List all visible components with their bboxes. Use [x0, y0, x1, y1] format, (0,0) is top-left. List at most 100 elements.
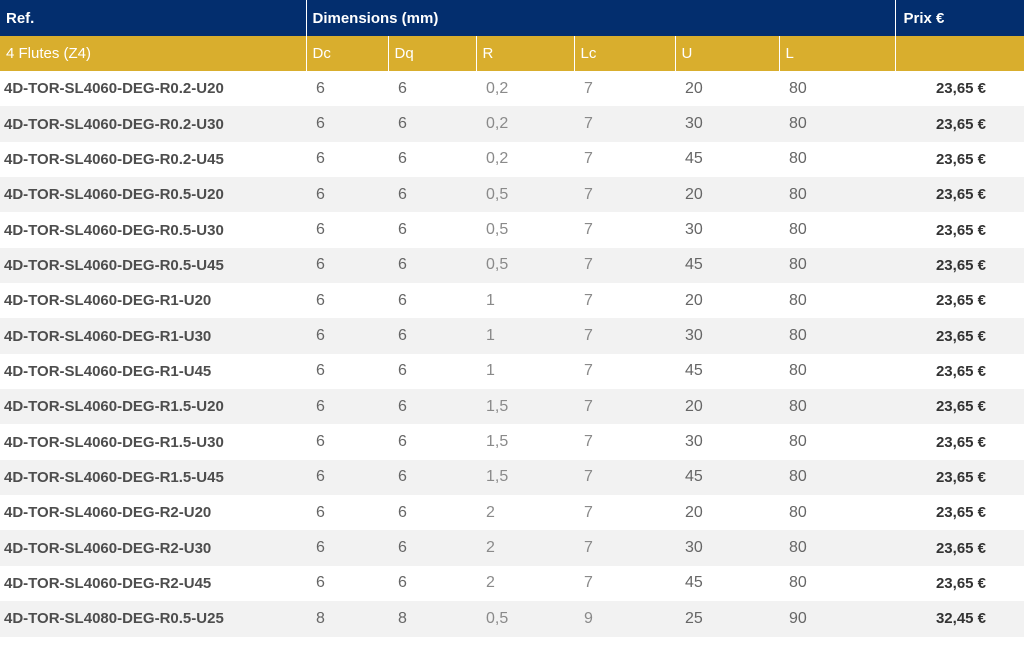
dc-value: 6 — [306, 495, 388, 531]
column-header-l: L — [778, 36, 896, 71]
dq-value: 6 — [388, 565, 476, 602]
u-value: 30 — [675, 424, 779, 460]
dq-value: 6 — [388, 141, 476, 178]
table-row: 4D-TOR-SL4060-DEG-R1.5-U45 6 6 1,5 7 45 80 23,6… — [0, 459, 1024, 496]
l-value: 90 — [779, 601, 896, 637]
r-value: 1 — [476, 283, 574, 319]
table-row: 4D-TOR-SL4060-DEG-R1.5-U20 6 6 1,5 7 20 80 23,6… — [0, 389, 1024, 425]
column-header-lc: Lc — [573, 36, 675, 71]
dc-value: 6 — [306, 177, 388, 213]
u-value: 45 — [675, 459, 779, 496]
table-row: 4D-TOR-SL4060-DEG-R0.5-U30 6 6 0,5 7 30 80 23,6… — [0, 212, 1024, 248]
r-value: 2 — [476, 565, 574, 602]
table-row: 4D-TOR-SL4060-DEG-R1-U30 6 6 1 7 30 80 23,65 € — [0, 318, 1024, 354]
table-body: 4D-TOR-SL4060-DEG-R0.2-U20 6 6 0,2 7 20 80 23,6… — [0, 71, 1024, 637]
lc-value: 7 — [574, 495, 675, 531]
lc-value: 7 — [574, 71, 675, 107]
l-value: 80 — [779, 283, 896, 319]
column-header-r: R — [475, 36, 574, 71]
table-row: 4D-TOR-SL4080-DEG-R0.5-U25 8 8 0,5 9 25 90 32,4… — [0, 601, 1024, 637]
u-value: 30 — [675, 318, 779, 354]
column-header-u: U — [674, 36, 779, 71]
table-row: 4D-TOR-SL4060-DEG-R1-U45 6 6 1 7 45 80 23,65 € — [0, 353, 1024, 390]
dc-value: 6 — [306, 212, 388, 248]
product-ref: 4D-TOR-SL4060-DEG-R1.5-U45 — [0, 459, 306, 496]
product-ref: 4D-TOR-SL4060-DEG-R0.2-U30 — [0, 106, 306, 142]
u-value: 20 — [675, 71, 779, 107]
r-value: 0,5 — [476, 247, 574, 284]
l-value: 80 — [779, 389, 896, 425]
dc-value: 6 — [306, 71, 388, 107]
r-value: 2 — [476, 495, 574, 531]
dq-value: 6 — [388, 424, 476, 460]
product-table: Ref. Dimensions (mm) Prix € 4 Flutes (Z4… — [0, 0, 1024, 637]
column-header-dc: Dc — [305, 36, 388, 71]
product-ref: 4D-TOR-SL4060-DEG-R0.5-U30 — [0, 212, 306, 248]
l-value: 80 — [779, 495, 896, 531]
lc-value: 7 — [574, 106, 675, 142]
price-value: 23,65 € — [895, 283, 1024, 319]
product-ref: 4D-TOR-SL4060-DEG-R2-U20 — [0, 495, 306, 531]
lc-value: 7 — [574, 530, 675, 566]
lc-value: 7 — [574, 247, 675, 284]
l-value: 80 — [779, 565, 896, 602]
dq-value: 6 — [388, 318, 476, 354]
table-row: 4D-TOR-SL4060-DEG-R1-U20 6 6 1 7 20 80 23,65 € — [0, 283, 1024, 319]
lc-value: 7 — [574, 177, 675, 213]
dc-value: 6 — [306, 424, 388, 460]
product-ref: 4D-TOR-SL4060-DEG-R1.5-U20 — [0, 389, 306, 425]
product-ref: 4D-TOR-SL4060-DEG-R2-U45 — [0, 565, 306, 602]
product-ref: 4D-TOR-SL4060-DEG-R1-U20 — [0, 283, 306, 319]
lc-value: 7 — [574, 283, 675, 319]
dq-value: 6 — [388, 530, 476, 566]
l-value: 80 — [779, 353, 896, 390]
dc-value: 6 — [306, 141, 388, 178]
lc-value: 7 — [574, 389, 675, 425]
product-ref: 4D-TOR-SL4060-DEG-R1.5-U30 — [0, 424, 306, 460]
u-value: 30 — [675, 106, 779, 142]
product-ref: 4D-TOR-SL4060-DEG-R0.5-U45 — [0, 247, 306, 284]
dq-value: 6 — [388, 459, 476, 496]
u-value: 45 — [675, 565, 779, 602]
r-value: 0,2 — [476, 106, 574, 142]
price-value: 23,65 € — [895, 459, 1024, 496]
price-value: 23,65 € — [895, 106, 1024, 142]
table-row: 4D-TOR-SL4060-DEG-R0.2-U45 6 6 0,2 7 45 80 23,6… — [0, 141, 1024, 178]
u-value: 20 — [675, 495, 779, 531]
table-row: 4D-TOR-SL4060-DEG-R0.5-U20 6 6 0,5 7 20 80 23,6… — [0, 177, 1024, 213]
r-value: 1 — [476, 318, 574, 354]
l-value: 80 — [779, 177, 896, 213]
lc-value: 7 — [574, 212, 675, 248]
u-value: 30 — [675, 212, 779, 248]
r-value: 1,5 — [476, 459, 574, 496]
dimensions-header: Dimensions (mm) — [305, 0, 896, 36]
lc-value: 7 — [574, 141, 675, 178]
price-value: 23,65 € — [895, 247, 1024, 284]
r-value: 1,5 — [476, 389, 574, 425]
table-row: 4D-TOR-SL4060-DEG-R0.2-U30 6 6 0,2 7 30 80 23,6… — [0, 106, 1024, 142]
dc-value: 6 — [306, 389, 388, 425]
u-value: 25 — [675, 601, 779, 637]
ref-header: Ref. — [0, 0, 306, 36]
u-value: 45 — [675, 353, 779, 390]
u-value: 45 — [675, 141, 779, 178]
product-ref: 4D-TOR-SL4060-DEG-R0.5-U20 — [0, 177, 306, 213]
u-value: 30 — [675, 530, 779, 566]
u-value: 20 — [675, 177, 779, 213]
dc-value: 6 — [306, 530, 388, 566]
dq-value: 6 — [388, 177, 476, 213]
l-value: 80 — [779, 71, 896, 107]
l-value: 80 — [779, 530, 896, 566]
dq-value: 6 — [388, 495, 476, 531]
r-value: 1 — [476, 353, 574, 390]
price-value: 23,65 € — [895, 318, 1024, 354]
lc-value: 7 — [574, 318, 675, 354]
table-row: 4D-TOR-SL4060-DEG-R0.2-U20 6 6 0,2 7 20 80 23,6… — [0, 71, 1024, 107]
price-value: 23,65 € — [895, 141, 1024, 178]
l-value: 80 — [779, 318, 896, 354]
price-value: 23,65 € — [895, 424, 1024, 460]
table-row: 4D-TOR-SL4060-DEG-R2-U30 6 6 2 7 30 80 23,65 € — [0, 530, 1024, 566]
dq-value: 6 — [388, 283, 476, 319]
lc-value: 7 — [574, 565, 675, 602]
table-row: 4D-TOR-SL4060-DEG-R2-U20 6 6 2 7 20 80 23,65 € — [0, 495, 1024, 531]
